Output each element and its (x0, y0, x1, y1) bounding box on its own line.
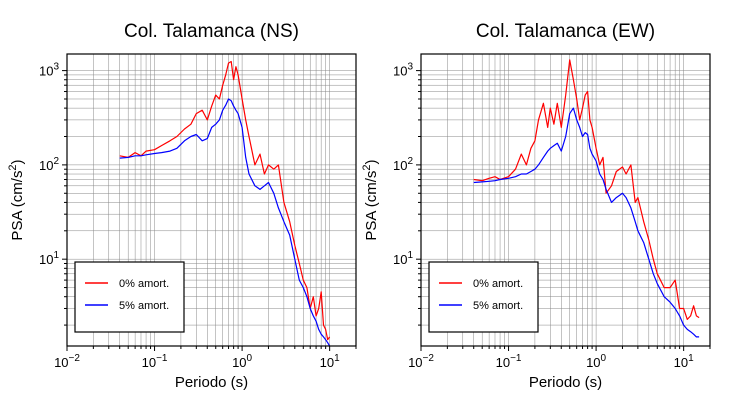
y-tick-label: 102 (393, 156, 413, 173)
series-line-amort-0 (473, 59, 700, 320)
x-tick-label: 101 (320, 353, 340, 370)
legend-label: 5% amort. (473, 300, 523, 312)
legend-box (74, 261, 185, 333)
series-group (473, 59, 700, 338)
y-tick-label: 101 (393, 250, 413, 267)
y-tick-label: 103 (393, 62, 413, 79)
legend-box (428, 261, 539, 333)
series-line-amort-5 (473, 107, 700, 338)
x-ticks (66, 346, 357, 351)
x-tick-label: 10−1 (142, 353, 168, 370)
chart-title: Col. Talamanca (EW) (476, 21, 655, 42)
grid (66, 54, 357, 346)
series-group (119, 60, 331, 346)
legend: 0% amort. 5% amort. (428, 261, 539, 333)
y-axis-label: PSA (cm/s2) (361, 159, 380, 240)
y-ticks (62, 70, 67, 326)
series-line-amort-5 (119, 98, 331, 346)
y-ticks (416, 70, 421, 326)
legend-label: 0% amort. (119, 278, 169, 290)
x-ticks (420, 346, 711, 351)
x-tick-label: 10−1 (496, 353, 522, 370)
chart-panel-2: 10−2 10−1 100 101 101 102 103 Col. Talamanca (E… (361, 21, 711, 391)
y-axis-label: PSA (cm/s2) (7, 159, 26, 240)
plot-frame (420, 53, 711, 347)
x-tick-label: 10−2 (54, 353, 80, 370)
plot-frame (66, 53, 357, 347)
chart-title: Col. Talamanca (NS) (124, 21, 299, 42)
x-tick-label: 10−2 (408, 353, 434, 370)
x-tick-label: 100 (232, 353, 252, 370)
x-tick-label: 101 (674, 353, 694, 370)
series-line-amort-0 (119, 60, 331, 341)
x-axis-label: Periodo (s) (529, 374, 602, 391)
y-tick-label: 102 (39, 156, 59, 173)
legend-label: 5% amort. (119, 300, 169, 312)
legend: 0% amort. 5% amort. (74, 261, 185, 333)
x-tick-label: 100 (586, 353, 606, 370)
chart-panel-1: 10−2 10−1 100 101 101 102 103 Col. Talamanca (N… (7, 21, 357, 391)
y-tick-label: 103 (39, 62, 59, 79)
legend-label: 0% amort. (473, 278, 523, 290)
x-axis-label: Periodo (s) (175, 374, 248, 391)
y-tick-label: 101 (39, 250, 59, 267)
